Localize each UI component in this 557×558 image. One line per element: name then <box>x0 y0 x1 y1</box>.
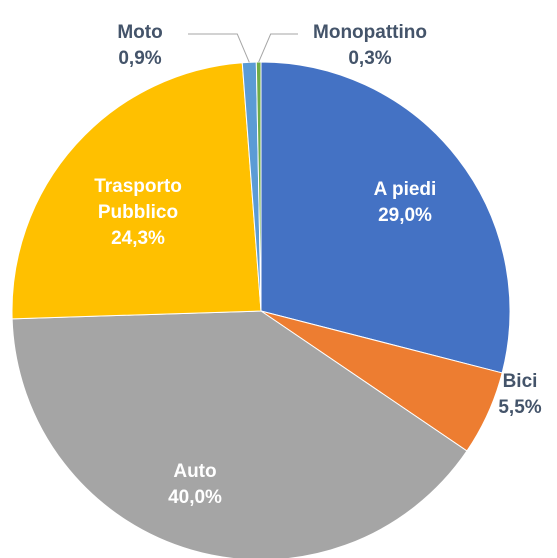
label-category: Trasporto Pubblico <box>94 176 182 223</box>
data-label: Bici 5,5% <box>480 369 557 421</box>
label-category: Auto <box>173 461 217 482</box>
data-label: A piedi 29,0% <box>345 177 465 229</box>
pie-slice <box>260 61 511 374</box>
leader-line <box>258 33 298 63</box>
label-value: 29,0% <box>378 205 432 226</box>
label-category: Moto <box>117 22 163 43</box>
data-label: Monopattino 0,3% <box>300 20 440 72</box>
label-value: 5,5% <box>498 397 542 418</box>
data-label: Trasporto Pubblico 24,3% <box>73 174 203 252</box>
pie-slice <box>11 310 468 558</box>
data-label: Moto 0,9% <box>95 20 185 72</box>
label-value: 24,3% <box>111 228 165 249</box>
label-category: A piedi <box>373 179 437 200</box>
label-value: 0,9% <box>118 48 162 69</box>
pie-slice <box>11 62 262 320</box>
label-category: Monopattino <box>313 22 427 43</box>
leader-line <box>188 33 250 63</box>
label-value: 0,3% <box>348 48 392 69</box>
label-value: 40,0% <box>168 487 222 508</box>
label-category: Bici <box>502 371 538 392</box>
data-label: Auto 40,0% <box>135 459 255 511</box>
